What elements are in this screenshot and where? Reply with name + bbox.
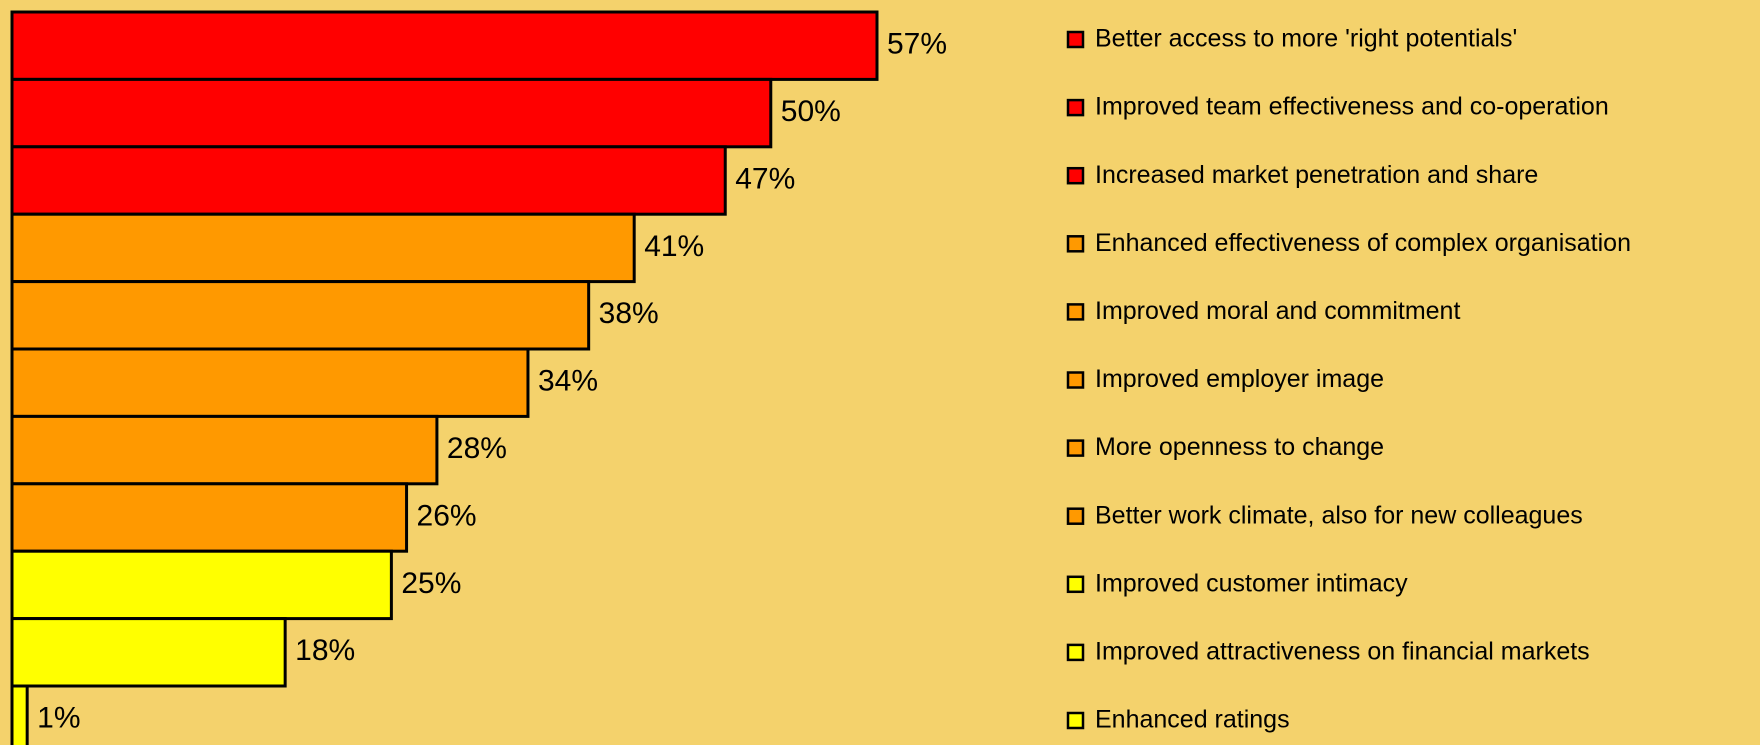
legend-swatch [1066, 98, 1085, 117]
bar [10, 280, 591, 351]
bar [10, 617, 287, 688]
legend-swatch [1066, 439, 1085, 457]
value-label: 38% [599, 297, 659, 330]
legend-swatch [1066, 507, 1085, 525]
bar [10, 212, 636, 284]
legend-label: Improved customer intimacy [1095, 569, 1408, 597]
value-label: 1% [37, 702, 80, 735]
legend-label: Improved employer image [1095, 365, 1384, 393]
bar [10, 482, 409, 553]
bar [10, 414, 439, 486]
legend-swatch [1066, 643, 1085, 662]
legend-swatch [1066, 166, 1085, 185]
legend-label: Improved team effectiveness and co-opera… [1095, 93, 1609, 121]
bar [10, 77, 773, 149]
legend-label: More openness to change [1095, 433, 1384, 461]
legend-swatch [1066, 235, 1085, 253]
legend-label: Increased market penetration and share [1095, 161, 1538, 189]
value-label: 18% [295, 634, 355, 667]
value-label: 47% [735, 162, 795, 195]
legend-label: Better work climate, also for new collea… [1095, 501, 1583, 529]
value-label: 41% [644, 230, 704, 263]
legend-swatch [1066, 303, 1085, 321]
value-label: 28% [447, 432, 507, 465]
bar [10, 145, 727, 216]
bar [10, 684, 29, 745]
value-label: 57% [887, 28, 947, 61]
bar [10, 549, 393, 621]
legend-swatch [1066, 575, 1085, 594]
legend-label: Enhanced ratings [1095, 706, 1290, 734]
bar [10, 347, 530, 418]
value-label: 50% [781, 95, 841, 128]
value-label: 34% [538, 365, 598, 398]
legend-label: Improved moral and commitment [1095, 297, 1460, 325]
value-label: 25% [401, 567, 461, 600]
value-label: 26% [417, 499, 477, 532]
legend-swatch [1066, 371, 1085, 389]
bar [10, 10, 879, 81]
legend-label: Improved attractiveness on financial mar… [1095, 638, 1590, 666]
legend-label: Enhanced effectiveness of complex organi… [1095, 229, 1631, 257]
legend-swatch [1066, 30, 1085, 49]
legend-swatch [1066, 711, 1085, 730]
legend-label: Better access to more 'right potentials' [1095, 25, 1517, 53]
